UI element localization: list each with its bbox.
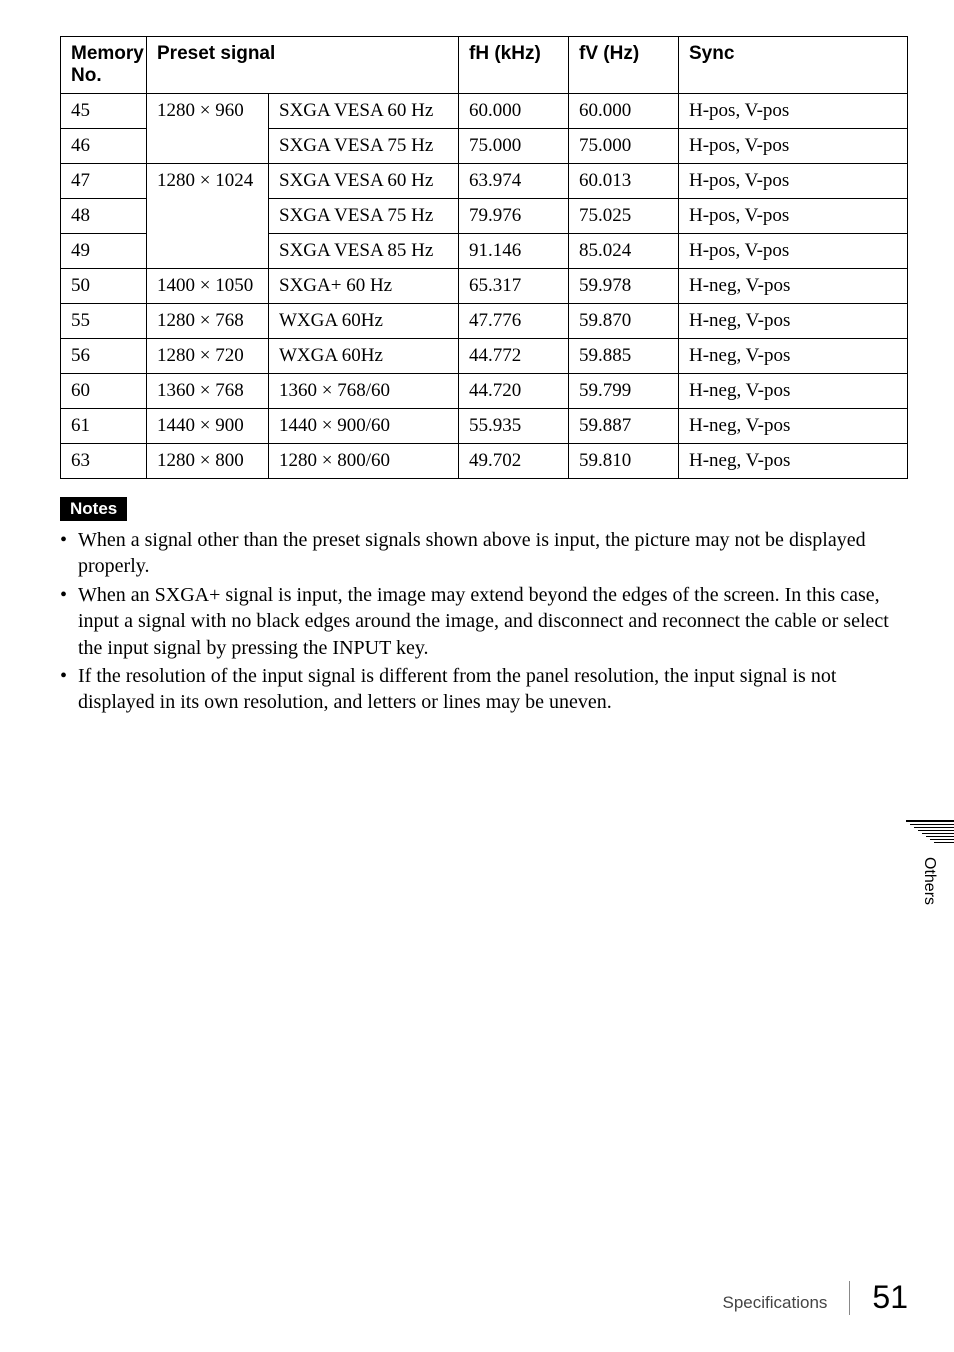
cell-signal: SXGA VESA 60 Hz	[269, 94, 459, 129]
page-footer: Specifications 51	[723, 1279, 908, 1316]
cell-signal: SXGA+ 60 Hz	[269, 269, 459, 304]
cell-resolution: 1280 × 800	[147, 444, 269, 479]
cell-fh: 44.772	[459, 339, 569, 374]
cell-fv: 59.810	[569, 444, 679, 479]
cell-fv: 85.024	[569, 234, 679, 269]
notes-badge: Notes	[60, 497, 127, 521]
cell-fv: 75.000	[569, 129, 679, 164]
cell-fh: 55.935	[459, 409, 569, 444]
cell-memory-no: 55	[61, 304, 147, 339]
th-fh: fH (kHz)	[459, 37, 569, 94]
note-item: When an SXGA+ signal is input, the image…	[60, 582, 908, 661]
cell-signal: 1440 × 900/60	[269, 409, 459, 444]
cell-resolution: 1280 × 720	[147, 339, 269, 374]
cell-sync: H-neg, V-pos	[679, 374, 908, 409]
table-row: 551280 × 768WXGA 60Hz47.77659.870H-neg, …	[61, 304, 908, 339]
table-body: 451280 × 960SXGA VESA 60 Hz60.00060.000H…	[61, 94, 908, 479]
cell-fh: 79.976	[459, 199, 569, 234]
notes-list: When a signal other than the preset sign…	[60, 527, 908, 716]
cell-memory-no: 50	[61, 269, 147, 304]
table-row: 451280 × 960SXGA VESA 60 Hz60.00060.000H…	[61, 94, 908, 129]
cell-resolution: 1440 × 900	[147, 409, 269, 444]
cell-memory-no: 63	[61, 444, 147, 479]
side-tab: Others	[894, 820, 954, 980]
cell-resolution: 1280 × 960	[147, 94, 269, 164]
cell-sync: H-pos, V-pos	[679, 94, 908, 129]
cell-fh: 47.776	[459, 304, 569, 339]
cell-memory-no: 60	[61, 374, 147, 409]
cell-resolution: 1280 × 1024	[147, 164, 269, 269]
cell-memory-no: 49	[61, 234, 147, 269]
cell-fv: 59.799	[569, 374, 679, 409]
cell-memory-no: 48	[61, 199, 147, 234]
tab-lines-icon	[894, 820, 954, 843]
cell-signal: SXGA VESA 75 Hz	[269, 199, 459, 234]
cell-signal: WXGA 60Hz	[269, 339, 459, 374]
cell-fh: 44.720	[459, 374, 569, 409]
table-row: 471280 × 1024SXGA VESA 60 Hz63.97460.013…	[61, 164, 908, 199]
th-memory: Memory No.	[61, 37, 147, 94]
cell-sync: H-neg, V-pos	[679, 444, 908, 479]
cell-signal: 1280 × 800/60	[269, 444, 459, 479]
table-row: 611440 × 9001440 × 900/6055.93559.887H-n…	[61, 409, 908, 444]
cell-fh: 65.317	[459, 269, 569, 304]
page: Memory No. Preset signal fH (kHz) fV (Hz…	[0, 0, 954, 1352]
cell-signal: SXGA VESA 75 Hz	[269, 129, 459, 164]
note-item: If the resolution of the input signal is…	[60, 663, 908, 716]
cell-fv: 60.000	[569, 94, 679, 129]
cell-signal: 1360 × 768/60	[269, 374, 459, 409]
cell-signal: SXGA VESA 85 Hz	[269, 234, 459, 269]
cell-memory-no: 46	[61, 129, 147, 164]
cell-sync: H-neg, V-pos	[679, 339, 908, 374]
cell-sync: H-neg, V-pos	[679, 409, 908, 444]
cell-sync: H-pos, V-pos	[679, 129, 908, 164]
cell-sync: H-pos, V-pos	[679, 199, 908, 234]
cell-fv: 59.885	[569, 339, 679, 374]
th-preset: Preset signal	[147, 37, 459, 94]
footer-divider	[849, 1281, 850, 1315]
cell-fh: 63.974	[459, 164, 569, 199]
cell-memory-no: 61	[61, 409, 147, 444]
cell-resolution: 1280 × 768	[147, 304, 269, 339]
cell-fv: 59.887	[569, 409, 679, 444]
footer-label: Specifications	[723, 1293, 828, 1313]
table-header-row: Memory No. Preset signal fH (kHz) fV (Hz…	[61, 37, 908, 94]
cell-resolution: 1360 × 768	[147, 374, 269, 409]
footer-page-number: 51	[872, 1279, 908, 1316]
cell-fv: 59.978	[569, 269, 679, 304]
table-row: 601360 × 7681360 × 768/6044.72059.799H-n…	[61, 374, 908, 409]
cell-fh: 91.146	[459, 234, 569, 269]
cell-sync: H-neg, V-pos	[679, 269, 908, 304]
table-row: 561280 × 720WXGA 60Hz44.77259.885H-neg, …	[61, 339, 908, 374]
th-fv: fV (Hz)	[569, 37, 679, 94]
cell-fv: 59.870	[569, 304, 679, 339]
cell-fv: 75.025	[569, 199, 679, 234]
table-row: 631280 × 8001280 × 800/6049.70259.810H-n…	[61, 444, 908, 479]
cell-sync: H-neg, V-pos	[679, 304, 908, 339]
cell-signal: SXGA VESA 60 Hz	[269, 164, 459, 199]
side-tab-label: Others	[920, 857, 938, 905]
preset-signal-table: Memory No. Preset signal fH (kHz) fV (Hz…	[60, 36, 908, 479]
cell-resolution: 1400 × 1050	[147, 269, 269, 304]
table-row: 501400 × 1050SXGA+ 60 Hz65.31759.978H-ne…	[61, 269, 908, 304]
cell-sync: H-pos, V-pos	[679, 164, 908, 199]
cell-signal: WXGA 60Hz	[269, 304, 459, 339]
cell-memory-no: 47	[61, 164, 147, 199]
note-item: When a signal other than the preset sign…	[60, 527, 908, 580]
cell-fv: 60.013	[569, 164, 679, 199]
cell-sync: H-pos, V-pos	[679, 234, 908, 269]
cell-memory-no: 56	[61, 339, 147, 374]
cell-fh: 75.000	[459, 129, 569, 164]
th-sync: Sync	[679, 37, 908, 94]
cell-memory-no: 45	[61, 94, 147, 129]
cell-fh: 60.000	[459, 94, 569, 129]
cell-fh: 49.702	[459, 444, 569, 479]
